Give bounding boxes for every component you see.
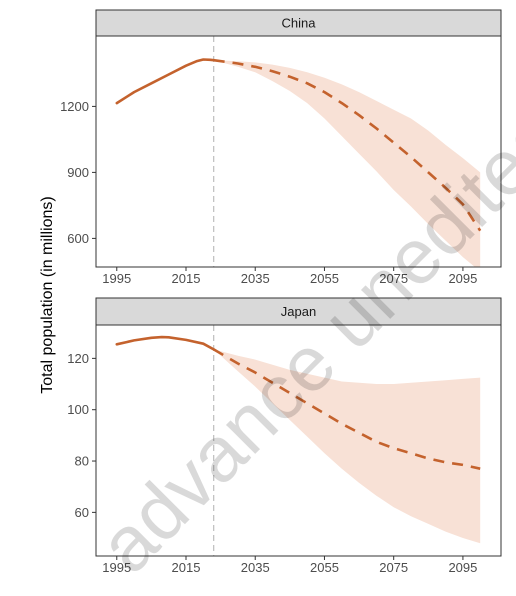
- x-tick-label-japan: 2095: [448, 560, 477, 575]
- y-axis-title: Total population (in millions): [39, 196, 56, 393]
- panel-strip-china: [95, 9, 502, 37]
- projection-band-china: [213, 60, 481, 267]
- x-tick-label-japan: 2015: [172, 560, 201, 575]
- x-tick-label-japan: 1995: [102, 560, 131, 575]
- plot-area-china: [115, 36, 482, 267]
- y-tick-label-japan: 120: [67, 351, 89, 366]
- x-tick-label-china: 1995: [102, 271, 131, 286]
- projection-band-japan: [213, 349, 481, 544]
- x-tick-label-japan: 2035: [241, 560, 270, 575]
- panel-title-china: China: [282, 16, 317, 31]
- y-tick-label-china: 900: [67, 165, 89, 180]
- x-tick-label-japan: 2055: [310, 560, 339, 575]
- panel-strip-japan: [95, 297, 502, 326]
- x-tick-label-china: 2035: [241, 271, 270, 286]
- x-tick-label-china: 2095: [448, 271, 477, 286]
- y-tick-label-japan: 80: [75, 454, 89, 469]
- historical-line-china: [115, 58, 215, 105]
- x-tick-label-china: 2015: [172, 271, 201, 286]
- y-tick-label-japan: 60: [75, 505, 89, 520]
- x-tick-label-japan: 2075: [379, 560, 408, 575]
- x-tick-label-china: 2055: [310, 271, 339, 286]
- panel-japan: Japan 60 80 100 120 1995 2015 2035 2055 2075 2095: [67, 297, 502, 575]
- panel-frame-japan: [95, 324, 502, 557]
- projection-median-line-japan: [213, 348, 481, 470]
- panel-frame-china: [95, 35, 502, 268]
- panel-title-japan: Japan: [281, 304, 316, 319]
- y-tick-label-china: 1200: [60, 99, 89, 114]
- panel-china: China 600 900 1200 1995 2015 2035 2055 2075 2095: [60, 9, 502, 286]
- historical-line-japan: [115, 335, 215, 351]
- y-tick-label-china: 600: [67, 231, 89, 246]
- plot-area-japan: [115, 325, 481, 556]
- x-tick-label-china: 2075: [379, 271, 408, 286]
- y-tick-label-japan: 100: [67, 402, 89, 417]
